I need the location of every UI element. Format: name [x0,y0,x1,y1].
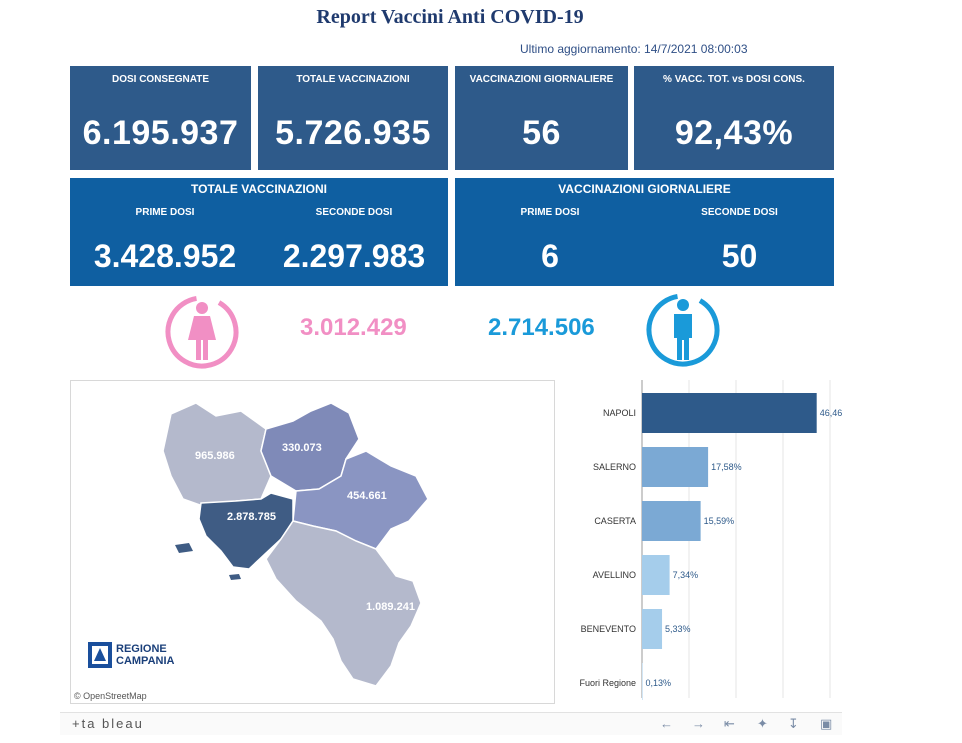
category-label: BENEVENTO [581,624,636,634]
kpi-value: 56 [522,114,561,152]
tableau-logo[interactable]: +ta bleau [72,716,144,731]
logo-line1: REGIONE [116,643,167,655]
logo-line2: CAMPANIA [116,655,175,667]
value-label: 0,13% [645,678,671,688]
seconde-dosi-label: SECONDE DOSI [315,207,393,218]
card-title: VACCINAZIONI GIORNALIERE [558,182,731,196]
female-icon [165,295,239,369]
vaccinazioni-giornaliere-card: VACCINAZIONI GIORNALIERE PRIME DOSI SECO… [455,178,834,286]
province-caserta [162,402,272,510]
value-label: 17,58% [711,462,742,472]
bar-caserta[interactable] [642,501,701,541]
value-label: 46,46% [820,408,842,418]
map-label-benevento: 330.073 [282,442,322,454]
island-capri [229,574,241,580]
category-label: SALERNO [593,462,636,472]
kpi-dosi-consegnate: DOSI CONSEGNATE 6.195.937 [70,66,251,170]
male-total: 2.714.506 [488,314,595,341]
kpi-value: 92,43% [674,114,794,152]
forward-icon[interactable]: → [692,716,705,731]
province-salerno [265,520,422,687]
revert-icon[interactable]: ⇤ [724,716,735,731]
category-label: AVELLINO [593,570,636,580]
kpi-label: TOTALE VACCINAZIONI [296,74,410,85]
seconde-dosi-value: 50 [721,238,758,274]
download-icon[interactable]: ↧ [788,716,799,731]
map-attribution[interactable]: © OpenStreetMap [74,691,147,701]
back-icon[interactable]: ← [660,716,673,731]
category-label: Fuori Regione [579,678,636,688]
map-label-caserta: 965.986 [195,450,235,462]
kpi-vaccinazioni-giornaliere: VACCINAZIONI GIORNALIERE 56 [455,66,628,170]
value-label: 5,33% [665,624,691,634]
prime-dosi-label: PRIME DOSI [520,207,580,218]
bar-chart-svg[interactable]: NAPOLI 46,46% SALERNO 17,58% CASERTA 15,59% AV… [560,380,850,703]
kpi-percentuale: % VACC. TOT. vs DOSI CONS. 92,43% [634,66,834,170]
tableau-toolbar: +ta bleau ← → ⇤ ✦ ↧ ▣ [60,712,842,735]
totale-vaccinazioni-card: TOTALE VACCINAZIONI PRIME DOSI SECONDE D… [70,178,448,286]
seconde-dosi-label: SECONDE DOSI [701,207,778,218]
value-label: 7,34% [673,570,699,580]
kpi-value: 5.726.935 [275,114,431,152]
map-label-salerno: 1.089.241 [366,601,415,613]
kpi-label: % VACC. TOT. vs DOSI CONS. [663,74,805,85]
last-updated: Ultimo aggiornamento: 14/7/2021 08:00:03 [520,42,748,56]
province-bar-chart[interactable]: NAPOLI 46,46% SALERNO 17,58% CASERTA 15,59% AV… [560,380,850,703]
share-icon[interactable]: ✦ [757,716,768,731]
kpi-label: VACCINAZIONI GIORNALIERE [469,74,614,85]
kpi-totale-vaccinazioni: TOTALE VACCINAZIONI 5.726.935 [258,66,448,170]
bar-benevento[interactable] [642,609,663,649]
regione-campania-logo: REGIONE CAMPANIA [88,642,175,668]
kpi-value: 6.195.937 [82,114,239,152]
campania-map[interactable]: 965.986 330.073 454.661 2.878.785 1.089.… [70,380,555,704]
male-icon [646,293,720,367]
category-label: CASERTA [594,516,636,526]
category-label: NAPOLI [603,408,636,418]
female-total: 3.012.429 [300,314,407,341]
bar-fuori-regione[interactable] [642,663,643,703]
map-label-napoli: 2.878.785 [227,511,276,523]
bar-napoli[interactable] [642,393,817,433]
card-title: TOTALE VACCINAZIONI [191,182,327,196]
map-svg[interactable]: 965.986 330.073 454.661 2.878.785 1.089.… [71,381,554,703]
kpi-label: DOSI CONSEGNATE [111,74,210,85]
bar-salerno[interactable] [642,447,709,487]
prime-dosi-value: 6 [541,238,559,274]
fullscreen-icon[interactable]: ▣ [820,716,833,731]
island-ischia [175,543,193,553]
prime-dosi-label: PRIME DOSI [135,207,195,218]
seconde-dosi-value: 2.297.983 [282,238,426,274]
value-label: 15,59% [704,516,735,526]
province-napoli [198,492,294,570]
page-title: Report Vaccini Anti COVID-19 [316,6,584,28]
prime-dosi-value: 3.428.952 [93,238,237,274]
bar-avellino[interactable] [642,555,670,595]
map-label-avellino: 454.661 [347,490,387,502]
